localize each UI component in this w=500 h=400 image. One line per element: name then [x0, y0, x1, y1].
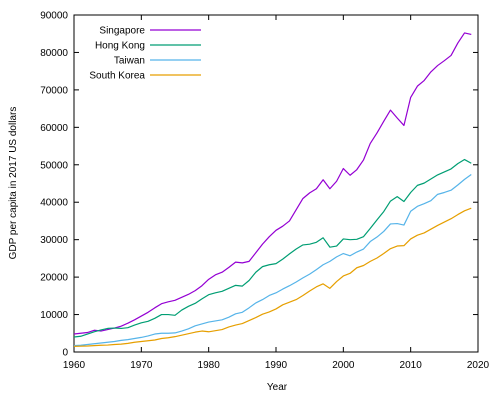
x-tick-label: 1960	[63, 360, 86, 371]
x-tick-label: 2020	[467, 360, 490, 371]
x-tick-label: 1970	[130, 360, 153, 371]
y-tick-label: 60000	[40, 123, 68, 134]
y-tick-label: 40000	[40, 198, 68, 209]
x-tick-label: 1980	[198, 360, 221, 371]
y-tick-label: 30000	[40, 235, 68, 246]
legend-label-hong-kong: Hong Kong	[95, 41, 145, 52]
series-line-taiwan	[73, 174, 472, 347]
series-lines	[73, 32, 472, 347]
y-tick-label: 90000	[40, 11, 68, 22]
y-axis: 0 10000 20000 30000 40000 50000 60000 70000 8000…	[40, 11, 478, 359]
y-tick-label: 70000	[40, 85, 68, 96]
y-tick-label: 0	[62, 348, 68, 359]
series-line-hong-kong	[73, 158, 472, 338]
legend-label-south-korea: South Korea	[89, 71, 145, 82]
legend: Singapore Hong Kong Taiwan South Korea	[89, 26, 201, 82]
legend-label-singapore: Singapore	[99, 26, 145, 37]
x-tick-label: 2000	[332, 360, 355, 371]
y-tick-label: 20000	[40, 273, 68, 284]
x-tick-label: 1990	[265, 360, 288, 371]
x-axis-title: Year	[267, 382, 288, 393]
y-axis-title: GDP per capita in 2017 US dollars	[8, 107, 19, 260]
y-tick-label: 10000	[40, 310, 68, 321]
x-tick-label: 2010	[400, 360, 423, 371]
y-tick-label: 80000	[40, 48, 68, 59]
series-line-singapore	[73, 32, 472, 335]
series-line-south-korea	[73, 207, 472, 347]
x-axis: 1960 1970 1980 1990 2000 2010 2020	[63, 15, 490, 371]
y-tick-label: 50000	[40, 160, 68, 171]
legend-label-taiwan: Taiwan	[114, 56, 145, 67]
